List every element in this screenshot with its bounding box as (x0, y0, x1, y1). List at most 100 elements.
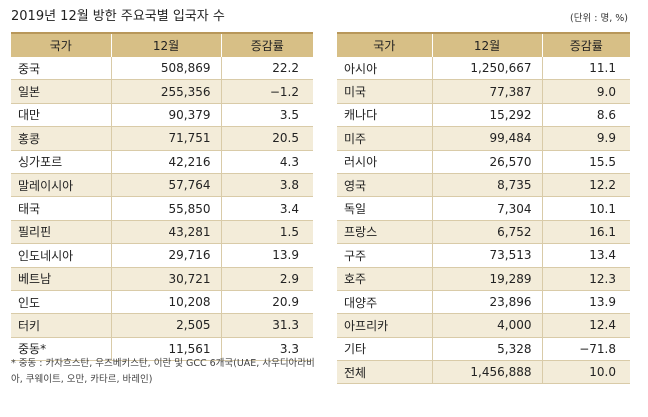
table-row: 베트남 30,721 2.9 (11, 267, 313, 291)
country-cell: 아시아 (337, 57, 433, 81)
country-cell: 캐나다 (337, 103, 433, 128)
rate-cell: 8.6 (542, 103, 630, 128)
value-cell: 7,304 (432, 196, 543, 221)
table-row: 인도네시아 29,716 13.9 (11, 243, 313, 268)
country-cell: 호주 (337, 267, 433, 291)
table-row: 아프리카 4,000 12.4 (337, 313, 630, 338)
table-row: 말레이시아 57,764 3.8 (11, 173, 313, 198)
right-table-header: 국가 12월 증감률 (337, 32, 630, 57)
country-cell: 베트남 (11, 267, 112, 291)
rate-cell: 9.9 (542, 126, 630, 151)
country-cell: 대양주 (337, 290, 433, 315)
table-row: 독일 7,304 10.1 (337, 196, 630, 221)
table-row: 캐나다 15,292 8.6 (337, 103, 630, 128)
column-header-rate: 증감률 (542, 32, 630, 57)
value-cell: 1,456,888 (432, 360, 543, 385)
value-cell: 99,484 (432, 126, 543, 151)
table-row: 전체 1,456,888 10.0 (337, 360, 630, 385)
rate-cell: 22.2 (221, 57, 313, 81)
rate-cell: 12.4 (542, 313, 630, 338)
rate-cell: 3.8 (221, 173, 313, 198)
country-cell: 프랑스 (337, 220, 433, 245)
column-header-country: 국가 (11, 32, 112, 57)
country-cell: 미주 (337, 126, 433, 151)
column-header-month: 12월 (432, 32, 543, 57)
column-header-country: 국가 (337, 32, 433, 57)
unit-label: (단위 : 명, %) (570, 13, 628, 24)
country-cell: 러시아 (337, 150, 433, 174)
value-cell: 10,208 (111, 290, 222, 315)
rate-cell: 15.5 (542, 150, 630, 174)
country-cell: 기타 (337, 337, 433, 362)
rate-cell: 1.5 (221, 220, 313, 245)
value-cell: 23,896 (432, 290, 543, 315)
value-cell: 77,387 (432, 79, 543, 104)
table-row: 영국 8,735 12.2 (337, 173, 630, 198)
table-row: 중동* 11,561 3.3 (11, 337, 313, 362)
rate-cell: 13.9 (221, 243, 313, 268)
country-cell: 일본 (11, 79, 112, 104)
table-row: 인도 10,208 20.9 (11, 290, 313, 315)
value-cell: 508,869 (111, 57, 222, 81)
value-cell: 90,379 (111, 103, 222, 128)
table-row: 일본 255,356 −1.2 (11, 79, 313, 104)
rate-cell: −71.8 (542, 337, 630, 362)
rate-cell: 3.5 (221, 103, 313, 128)
value-cell: 1,250,667 (432, 57, 543, 81)
value-cell: 30,721 (111, 267, 222, 291)
table-row: 러시아 26,570 15.5 (337, 150, 630, 174)
country-cell: 말레이시아 (11, 173, 112, 198)
country-cell: 아프리카 (337, 313, 433, 338)
rate-cell: 31.3 (221, 313, 313, 338)
rate-cell: −1.2 (221, 79, 313, 104)
table-row: 중국 508,869 22.2 (11, 57, 313, 81)
country-cell: 독일 (337, 196, 433, 221)
column-header-month: 12월 (111, 32, 222, 57)
rate-cell: 11.1 (542, 57, 630, 81)
value-cell: 6,752 (432, 220, 543, 245)
country-cell: 필리핀 (11, 220, 112, 245)
country-cell: 전체 (337, 360, 433, 385)
table-row: 아시아 1,250,667 11.1 (337, 57, 630, 81)
left-table: 국가 12월 증감률 중국 508,869 22.2 일본 255,356 −1.2 대만 9… (11, 32, 313, 362)
country-cell: 태국 (11, 196, 112, 221)
country-cell: 중동* (11, 337, 112, 362)
value-cell: 26,570 (432, 150, 543, 174)
table-row: 홍콩 71,751 20.5 (11, 126, 313, 151)
value-cell: 4,000 (432, 313, 543, 338)
table-row: 대양주 23,896 13.9 (337, 290, 630, 315)
rate-cell: 12.3 (542, 267, 630, 291)
table-row: 미국 77,387 9.0 (337, 79, 630, 104)
table-row: 기타 5,328 −71.8 (337, 337, 630, 362)
left-table-header: 국가 12월 증감률 (11, 32, 313, 57)
rate-cell: 20.5 (221, 126, 313, 151)
value-cell: 73,513 (432, 243, 543, 268)
value-cell: 71,751 (111, 126, 222, 151)
table-row: 필리핀 43,281 1.5 (11, 220, 313, 245)
value-cell: 29,716 (111, 243, 222, 268)
country-cell: 홍콩 (11, 126, 112, 151)
country-cell: 중국 (11, 57, 112, 81)
footnote: * 중동 : 카자흐스탄, 우즈베키스탄, 이란 및 GCC 6개국(UAE, … (11, 358, 315, 385)
value-cell: 42,216 (111, 150, 222, 174)
rate-cell: 9.0 (542, 79, 630, 104)
table-row: 호주 19,289 12.3 (337, 267, 630, 291)
table-row: 프랑스 6,752 16.1 (337, 220, 630, 245)
rate-cell: 10.1 (542, 196, 630, 221)
rate-cell: 12.2 (542, 173, 630, 198)
rate-cell: 16.1 (542, 220, 630, 245)
value-cell: 43,281 (111, 220, 222, 245)
country-cell: 인도 (11, 290, 112, 315)
table-row: 미주 99,484 9.9 (337, 126, 630, 151)
page-title: 2019년 12월 방한 주요국별 입국자 수 (11, 9, 225, 24)
column-header-rate: 증감률 (221, 32, 313, 57)
table-row: 대만 90,379 3.5 (11, 103, 313, 128)
rate-cell: 3.3 (221, 337, 313, 362)
country-cell: 영국 (337, 173, 433, 198)
value-cell: 57,764 (111, 173, 222, 198)
rate-cell: 4.3 (221, 150, 313, 174)
country-cell: 대만 (11, 103, 112, 128)
value-cell: 55,850 (111, 196, 222, 221)
right-table: 국가 12월 증감률 아시아 1,250,667 11.1 미국 77,387 9.0 캐나… (337, 32, 630, 385)
table-row: 터키 2,505 31.3 (11, 313, 313, 338)
